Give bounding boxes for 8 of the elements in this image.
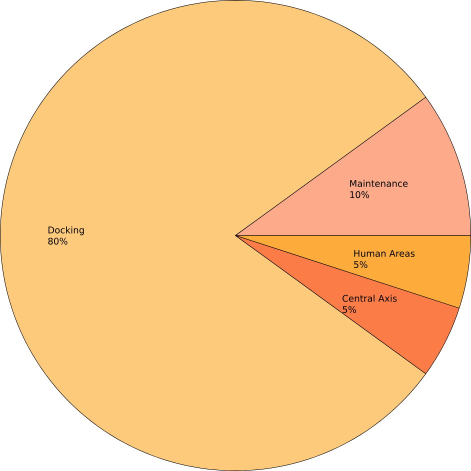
- data-label: 10%: [350, 191, 370, 198]
- data-label: 5%: [342, 306, 356, 313]
- slice-label: Maintenance: [350, 180, 408, 187]
- data-label: 80%: [48, 238, 68, 245]
- slice-label: Docking: [48, 226, 84, 236]
- data-label: 5%: [354, 261, 368, 268]
- slice-label: Central Axis: [342, 294, 397, 302]
- slice-label: Human Areas: [354, 250, 415, 257]
